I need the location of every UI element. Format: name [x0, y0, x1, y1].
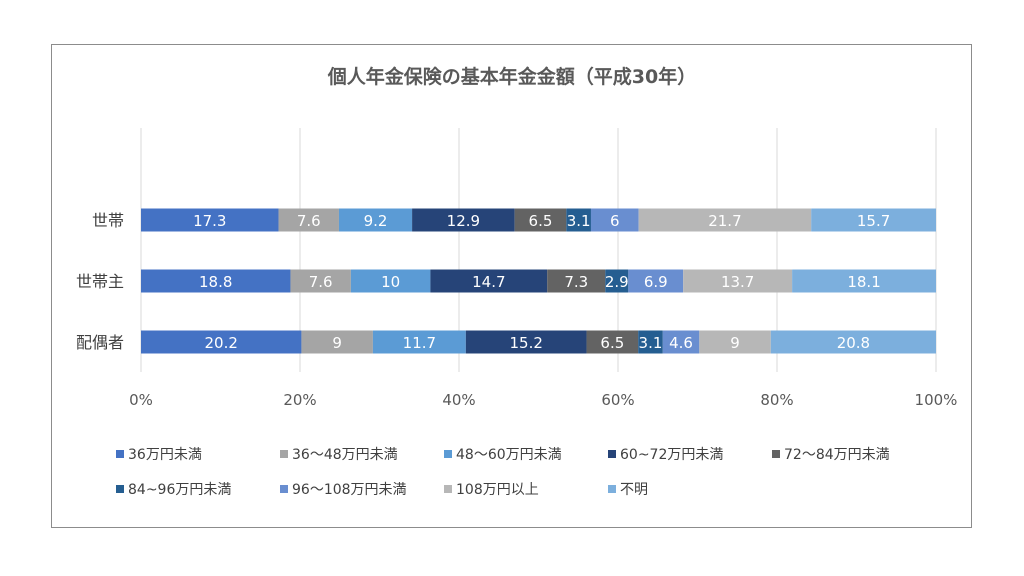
- data-label: 2.9: [605, 273, 629, 291]
- data-label: 18.8: [199, 273, 232, 291]
- data-label: 4.6: [669, 334, 693, 352]
- bar-segment: [465, 330, 587, 354]
- chart-legend: 36万円未満 36～48万円未満 48～60万円未満 60~72万円未満 72～84万円…: [116, 444, 946, 499]
- legend-label: 不明: [620, 482, 648, 498]
- x-tick-label: 20%: [283, 391, 316, 409]
- bar-segment: [811, 208, 936, 232]
- bar-segment: [350, 269, 431, 293]
- legend-label: 36万円未満: [128, 447, 202, 463]
- legend-label: 84~96万円未満: [128, 482, 232, 498]
- legend-item: 36～48万円未満: [280, 444, 444, 464]
- bar-segment: [683, 269, 793, 293]
- x-tick-label: 60%: [601, 391, 634, 409]
- legend-item: 不明: [608, 479, 772, 499]
- data-label: 6.5: [600, 334, 624, 352]
- bar-segment: [586, 330, 639, 354]
- x-tick-label: 0%: [129, 391, 153, 409]
- data-label: 7.6: [297, 212, 321, 230]
- bar-segment: [770, 330, 936, 354]
- category-label: 世帯: [92, 211, 124, 230]
- bar-segment: [430, 269, 548, 293]
- data-label: 3.1: [567, 212, 591, 230]
- data-label: 6.9: [644, 273, 668, 291]
- data-label: 6: [610, 212, 620, 230]
- legend-swatch: [116, 485, 124, 493]
- data-label: 10: [381, 273, 400, 291]
- data-label: 6.5: [529, 212, 553, 230]
- legend-item: 36万円未満: [116, 444, 280, 464]
- legend-item: 48～60万円未満: [444, 444, 608, 464]
- bar-segment: [338, 208, 413, 232]
- bar-segment: [141, 269, 291, 293]
- bar-segment: [278, 208, 339, 232]
- legend-label: 60~72万円未満: [620, 447, 724, 463]
- data-label: 12.9: [447, 212, 480, 230]
- legend-swatch: [608, 485, 616, 493]
- data-label: 11.7: [403, 334, 436, 352]
- bar-segment: [590, 208, 639, 232]
- legend-swatch: [772, 450, 780, 458]
- bar-segment: [141, 330, 302, 354]
- data-label: 15.7: [857, 212, 890, 230]
- data-label: 15.2: [509, 334, 542, 352]
- legend-swatch: [280, 450, 288, 458]
- x-tick-label: 80%: [760, 391, 793, 409]
- bar-segment: [662, 330, 700, 354]
- bar-segment: [514, 208, 567, 232]
- legend-item: 60~72万円未満: [608, 444, 772, 464]
- data-label: 13.7: [721, 273, 754, 291]
- x-tick-label: 40%: [442, 391, 475, 409]
- data-label: 9.2: [364, 212, 388, 230]
- data-label: 14.7: [472, 273, 505, 291]
- legend-label: 96～108万円未満: [292, 482, 407, 498]
- bar-segment: [699, 330, 771, 354]
- bar-segment: [566, 208, 591, 232]
- category-label: 配偶者: [76, 333, 124, 352]
- legend-label: 72～84万円未満: [784, 447, 890, 463]
- legend-label: 36～48万円未満: [292, 447, 398, 463]
- data-label: 18.1: [847, 273, 880, 291]
- legend-swatch: [444, 485, 452, 493]
- bar-segment: [372, 330, 466, 354]
- data-label: 21.7: [708, 212, 741, 230]
- data-label: 9: [730, 334, 740, 352]
- data-label: 20.2: [205, 334, 238, 352]
- data-label: 20.8: [837, 334, 870, 352]
- legend-swatch: [608, 450, 616, 458]
- category-label: 世帯主: [76, 272, 124, 291]
- data-label: 7.3: [564, 273, 588, 291]
- data-label: 7.6: [309, 273, 333, 291]
- legend-swatch: [444, 450, 452, 458]
- bar-segment: [792, 269, 936, 293]
- chart-title: 個人年金保険の基本年金金額（平成30年）: [327, 66, 697, 88]
- bar-segment: [301, 330, 373, 354]
- bar-segment: [547, 269, 606, 293]
- bar-segment: [412, 208, 515, 232]
- legend-item: 96～108万円未満: [280, 479, 444, 499]
- bar-segment: [628, 269, 684, 293]
- data-label: 9: [332, 334, 342, 352]
- legend-item: 108万円以上: [444, 479, 608, 499]
- legend-swatch: [116, 450, 124, 458]
- legend-swatch: [280, 485, 288, 493]
- data-label: 17.3: [193, 212, 226, 230]
- bar-segment: [638, 208, 812, 232]
- legend-label: 48～60万円未満: [456, 447, 562, 463]
- legend-item: 84~96万円未満: [116, 479, 280, 499]
- bar-segment: [290, 269, 351, 293]
- bar-segment: [141, 208, 279, 232]
- legend-label: 108万円以上: [456, 482, 539, 498]
- legend-item: 72～84万円未満: [772, 444, 936, 464]
- bar-segment: [605, 269, 629, 293]
- data-label: 3.1: [639, 334, 663, 352]
- bar-segment: [638, 330, 663, 354]
- x-tick-label: 100%: [915, 391, 958, 409]
